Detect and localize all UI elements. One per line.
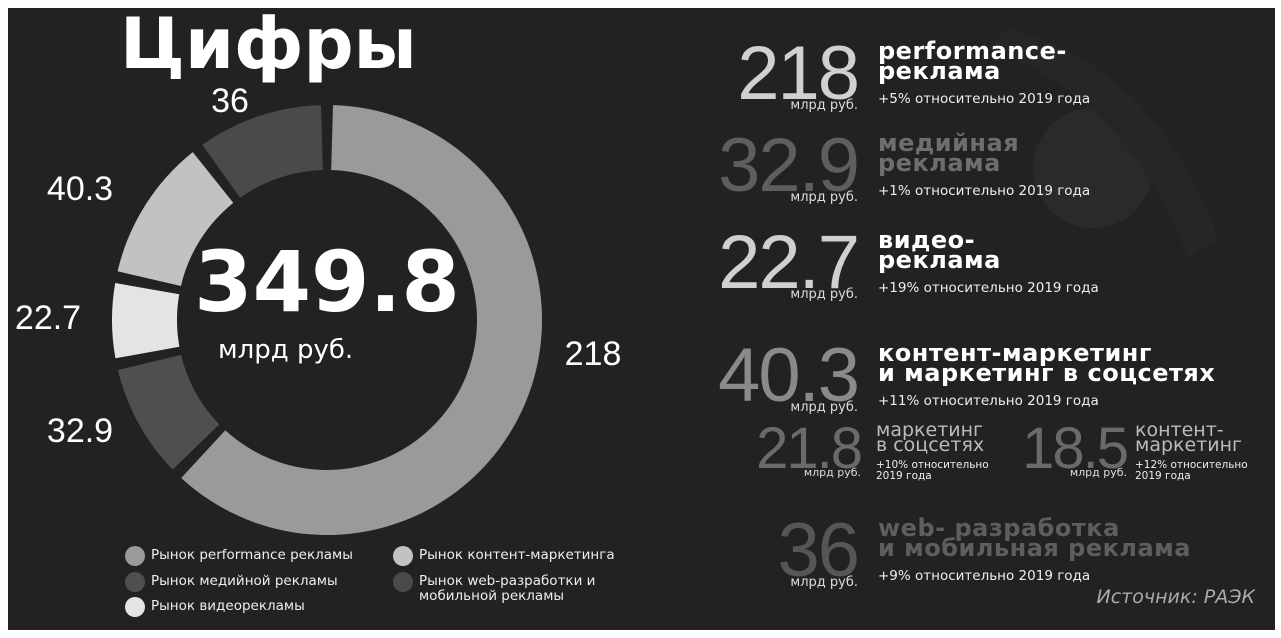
breakdown-title: маркетинг [1135, 437, 1242, 453]
legend-marker [393, 546, 413, 566]
breakdown-note: +12% относительно 2019 года [1135, 460, 1260, 482]
highlight-unit: млрд руб. [790, 400, 858, 415]
legend-marker [125, 597, 145, 617]
donut-slice [118, 355, 219, 470]
highlight-note: +1% относительно 2019 года [878, 183, 1090, 199]
legend-label: Рынок видеорекламы [151, 599, 411, 614]
page: Цифры 349.8 млрд руб. 21832.922.740.336 … [0, 0, 1281, 638]
legend-marker [125, 546, 145, 566]
legend-label: Рынок performance рекламы [151, 548, 411, 563]
legend-marker [125, 572, 145, 592]
value-label: 22.7 [15, 299, 81, 337]
highlight-title: реклама [878, 153, 1001, 173]
breakdown-note: +10% относительно 2019 года [876, 460, 1001, 482]
value-label: 32.9 [47, 412, 113, 450]
highlight-title: реклама [878, 61, 1001, 81]
highlight-note: +19% относительно 2019 года [878, 280, 1099, 296]
value-label: 40.3 [47, 170, 113, 208]
breakdown-unit: млрд руб. [1070, 466, 1127, 479]
highlight-note: +11% относительно 2019 года [878, 393, 1099, 409]
highlight-note: +9% относительно 2019 года [878, 568, 1090, 584]
highlight-note: +5% относительно 2019 года [878, 91, 1090, 107]
highlight-title: реклама [878, 250, 1001, 270]
breakdown-unit: млрд руб. [804, 466, 861, 479]
value-label: 36 [211, 82, 249, 120]
breakdown-title: в соцсетях [876, 437, 984, 453]
chart-title: Цифры [120, 8, 417, 85]
donut-slice [112, 283, 179, 358]
source: Источник: РАЭК [1097, 586, 1255, 608]
legend-marker [393, 572, 413, 592]
legend-label: Рынок контент-маркетинга [419, 548, 679, 563]
highlight-title: и мобильная реклама [878, 538, 1191, 558]
highlight-unit: млрд руб. [790, 575, 858, 590]
highlight-title: и маркетинг в соцсетях [878, 363, 1215, 383]
legend-label: Рынок web-разработки и мобильной рекламы [419, 574, 599, 604]
highlight-unit: млрд руб. [790, 287, 858, 302]
highlight-unit: млрд руб. [790, 98, 858, 113]
highlight-unit: млрд руб. [790, 190, 858, 205]
value-label: 218 [565, 335, 622, 373]
center-unit: млрд руб. [218, 335, 353, 365]
legend-label: Рынок медийной рекламы [151, 574, 411, 589]
center-total: 349.8 [194, 233, 460, 331]
